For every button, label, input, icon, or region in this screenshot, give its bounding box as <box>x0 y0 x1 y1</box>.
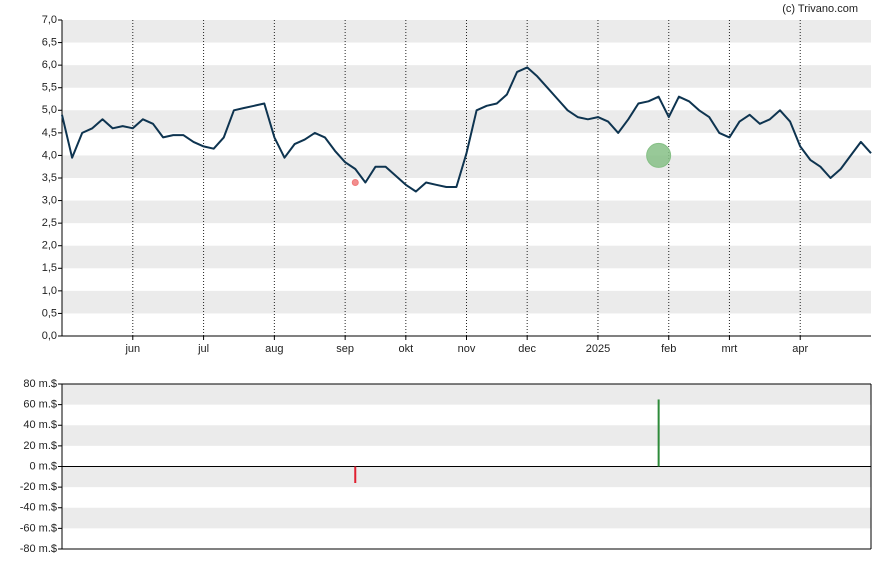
y-tick-label: 3,5 <box>42 172 57 184</box>
grid-band <box>62 466 871 488</box>
grid-band <box>62 425 871 446</box>
y-tick-label: -60 m.$ <box>20 522 57 534</box>
y-tick-label: 6,5 <box>42 36 57 48</box>
trade-marker <box>351 179 359 187</box>
y-tick-label: -40 m.$ <box>20 502 57 514</box>
y-tick-label: 60 m.$ <box>23 399 57 411</box>
x-tick-label: aug <box>265 343 283 355</box>
price-line <box>61 66 872 193</box>
x-tick-label: jul <box>197 343 209 355</box>
x-tick-label: apr <box>792 343 808 355</box>
x-tick-label: okt <box>398 343 413 355</box>
y-tick-label: 0 m.$ <box>29 460 57 472</box>
y-tick-label: 4,5 <box>42 127 57 139</box>
grid-band <box>62 65 871 88</box>
y-tick-label: 2,5 <box>42 217 57 229</box>
x-tick-label: dec <box>518 343 536 355</box>
x-tick-label: sep <box>336 343 354 355</box>
y-tick-label: 4,0 <box>42 149 57 161</box>
x-tick-label: 2025 <box>586 343 610 355</box>
y-tick-label: -80 m.$ <box>20 543 57 555</box>
y-tick-label: 2,0 <box>42 240 57 252</box>
y-tick-label: 6,0 <box>42 59 57 71</box>
y-tick-label: 1,5 <box>42 262 57 274</box>
y-tick-label: 5,5 <box>42 82 57 94</box>
grid-band <box>62 384 871 405</box>
y-tick-label: -20 m.$ <box>20 481 57 493</box>
x-tick-label: feb <box>661 343 676 355</box>
x-tick-label: nov <box>458 343 476 355</box>
x-tick-label: mrt <box>721 343 737 355</box>
y-tick-label: 40 m.$ <box>23 419 57 431</box>
grid-band <box>62 20 871 43</box>
y-tick-label: 1,0 <box>42 285 57 297</box>
y-tick-label: 3,0 <box>42 194 57 206</box>
y-tick-label: 0,5 <box>42 307 57 319</box>
y-tick-label: 7,0 <box>42 14 57 26</box>
bar <box>354 466 357 483</box>
source-credit: (c) Trivano.com <box>782 3 858 15</box>
y-tick-label: 80 m.$ <box>23 378 57 390</box>
x-tick-label: jun <box>124 343 140 355</box>
y-tick-label: 20 m.$ <box>23 440 57 452</box>
bar <box>657 399 660 467</box>
grid-band <box>62 507 871 529</box>
y-tick-label: 0,0 <box>42 330 57 342</box>
trade-marker <box>646 142 672 168</box>
y-tick-label: 5,0 <box>42 104 57 116</box>
